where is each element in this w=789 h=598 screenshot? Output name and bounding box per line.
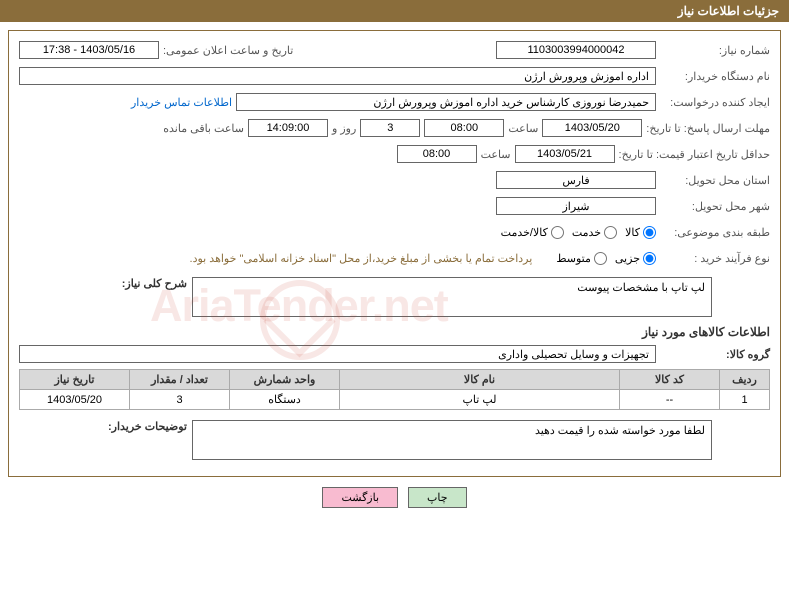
buyer-org-input[interactable]: [19, 67, 656, 85]
process-label: نوع فرآیند خرید :: [660, 252, 770, 265]
radio-both-input[interactable]: [551, 226, 564, 239]
cell-date: 1403/05/20: [20, 390, 130, 410]
validity-time-input[interactable]: [397, 145, 477, 163]
cell-row: 1: [720, 390, 770, 410]
table-row: 1 -- لپ تاپ دستگاه 3 1403/05/20: [20, 390, 770, 410]
category-label: طبقه بندی موضوعی:: [660, 226, 770, 239]
validity-label: حداقل تاریخ اعتبار قیمت: تا تاریخ:: [619, 148, 770, 161]
th-code: کد کالا: [620, 370, 720, 390]
th-name: نام کالا: [340, 370, 620, 390]
days-and-label: روز و: [332, 122, 356, 135]
radio-both[interactable]: کالا/خدمت: [501, 226, 564, 239]
process-radios: جزیی متوسط: [556, 252, 656, 265]
remain-time-input[interactable]: [248, 119, 328, 137]
buyer-comment-label: توضیحات خریدار:: [77, 420, 187, 433]
radio-jozi[interactable]: جزیی: [615, 252, 656, 265]
validity-date-input[interactable]: [515, 145, 615, 163]
desc-box[interactable]: لپ تاپ با مشخصات پیوست: [192, 277, 712, 317]
group-input[interactable]: [19, 345, 656, 363]
need-no-label: شماره نیاز:: [660, 44, 770, 57]
radio-motavaset[interactable]: متوسط: [556, 252, 607, 265]
cell-name: لپ تاپ: [340, 390, 620, 410]
table-header-row: ردیف کد کالا نام کالا واحد شمارش تعداد /…: [20, 370, 770, 390]
radio-khadamat[interactable]: خدمت: [572, 226, 617, 239]
radio-kala[interactable]: کالا: [625, 226, 656, 239]
remain-label: ساعت باقی مانده: [163, 122, 244, 135]
radio-jozi-input[interactable]: [643, 252, 656, 265]
desc-label: شرح کلی نیاز:: [77, 277, 187, 290]
print-button[interactable]: چاپ: [408, 487, 467, 508]
cell-unit: دستگاه: [230, 390, 340, 410]
buyer-org-label: نام دستگاه خریدار:: [660, 70, 770, 83]
validity-time-label: ساعت: [481, 148, 511, 161]
page-header: جزئیات اطلاعات نیاز: [0, 0, 789, 22]
category-radios: کالا خدمت کالا/خدمت: [501, 226, 656, 239]
goods-table: ردیف کد کالا نام کالا واحد شمارش تعداد /…: [19, 369, 770, 410]
payment-note: پرداخت تمام یا بخشی از مبلغ خرید،از محل …: [190, 252, 533, 265]
province-label: استان محل تحویل:: [660, 174, 770, 187]
header-title: جزئیات اطلاعات نیاز: [678, 4, 779, 18]
cell-code: --: [620, 390, 720, 410]
deadline-date-input[interactable]: [542, 119, 642, 137]
contact-link[interactable]: اطلاعات تماس خریدار: [131, 96, 232, 109]
days-input[interactable]: [360, 119, 420, 137]
radio-motavaset-input[interactable]: [594, 252, 607, 265]
deadline-time-input[interactable]: [424, 119, 504, 137]
announce-input[interactable]: [19, 41, 159, 59]
main-form: شماره نیاز: تاریخ و ساعت اعلان عمومی: نا…: [8, 30, 781, 477]
action-buttons: چاپ بازگشت: [0, 487, 789, 508]
requester-label: ایجاد کننده درخواست:: [660, 96, 770, 109]
cell-qty: 3: [130, 390, 230, 410]
th-qty: تعداد / مقدار: [130, 370, 230, 390]
requester-input[interactable]: [236, 93, 656, 111]
buyer-comment-box[interactable]: لطفا مورد خواسته شده را قیمت دهید: [192, 420, 712, 460]
city-label: شهر محل تحویل:: [660, 200, 770, 213]
goods-section-title: اطلاعات کالاهای مورد نیاز: [19, 325, 770, 339]
province-input[interactable]: [496, 171, 656, 189]
th-date: تاریخ نیاز: [20, 370, 130, 390]
th-row: ردیف: [720, 370, 770, 390]
need-no-input[interactable]: [496, 41, 656, 59]
city-input[interactable]: [496, 197, 656, 215]
deadline-label: مهلت ارسال پاسخ: تا تاریخ:: [646, 122, 770, 135]
back-button[interactable]: بازگشت: [322, 487, 398, 508]
group-label: گروه کالا:: [660, 348, 770, 361]
th-unit: واحد شمارش: [230, 370, 340, 390]
deadline-time-label: ساعت: [508, 122, 538, 135]
radio-khadamat-input[interactable]: [604, 226, 617, 239]
radio-kala-input[interactable]: [643, 226, 656, 239]
announce-label: تاریخ و ساعت اعلان عمومی:: [163, 44, 293, 57]
